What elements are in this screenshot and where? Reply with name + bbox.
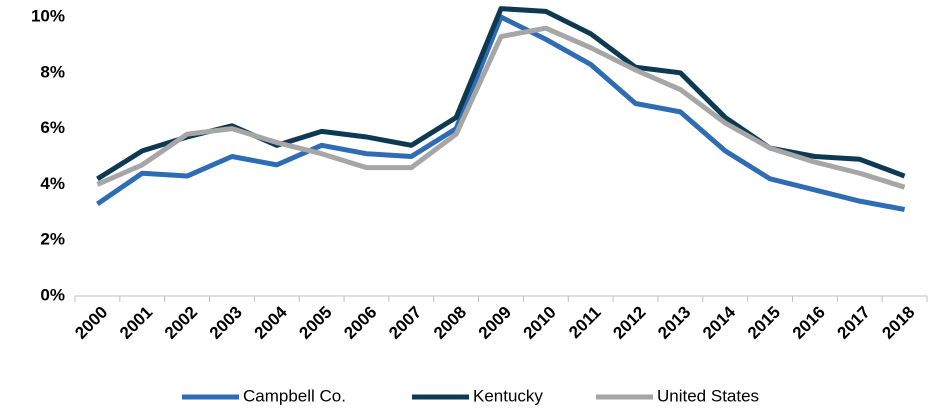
x-tick-label: 2006 (340, 303, 380, 343)
x-tick-label: 2014 (699, 302, 740, 343)
y-tick-label: 0% (40, 285, 65, 304)
x-tick-label: 2007 (385, 303, 425, 343)
legend-label: Campbell Co. (243, 386, 346, 405)
legend-label: Kentucky (473, 386, 543, 405)
x-tick-label: 2009 (475, 303, 515, 343)
x-tick-label: 2003 (206, 303, 246, 343)
y-tick-label: 8% (40, 62, 65, 81)
x-tick-label: 2004 (251, 302, 292, 343)
x-tick-label: 2018 (878, 303, 918, 343)
x-tick-label: 2005 (295, 303, 335, 343)
y-tick-label: 2% (40, 230, 65, 249)
x-tick-label: 2012 (609, 303, 649, 343)
y-tick-label: 6% (40, 118, 65, 137)
legend-label: United States (657, 386, 759, 405)
x-tick-label: 2011 (565, 303, 605, 343)
x-tick-label: 2013 (654, 303, 694, 343)
x-tick-label: 2001 (116, 303, 156, 343)
x-tick-label: 2015 (744, 303, 784, 343)
series-line (96, 14, 906, 212)
x-tick-label: 2008 (430, 303, 470, 343)
x-tick-label: 2017 (834, 303, 874, 343)
series-line (96, 25, 906, 190)
x-tick-label: 2000 (71, 303, 111, 343)
x-tick-label: 2002 (161, 303, 201, 343)
y-tick-label: 4% (40, 174, 65, 193)
x-tick-label: 2016 (789, 303, 829, 343)
y-tick-label: 10% (31, 6, 65, 25)
x-tick-label: 2010 (520, 303, 560, 343)
